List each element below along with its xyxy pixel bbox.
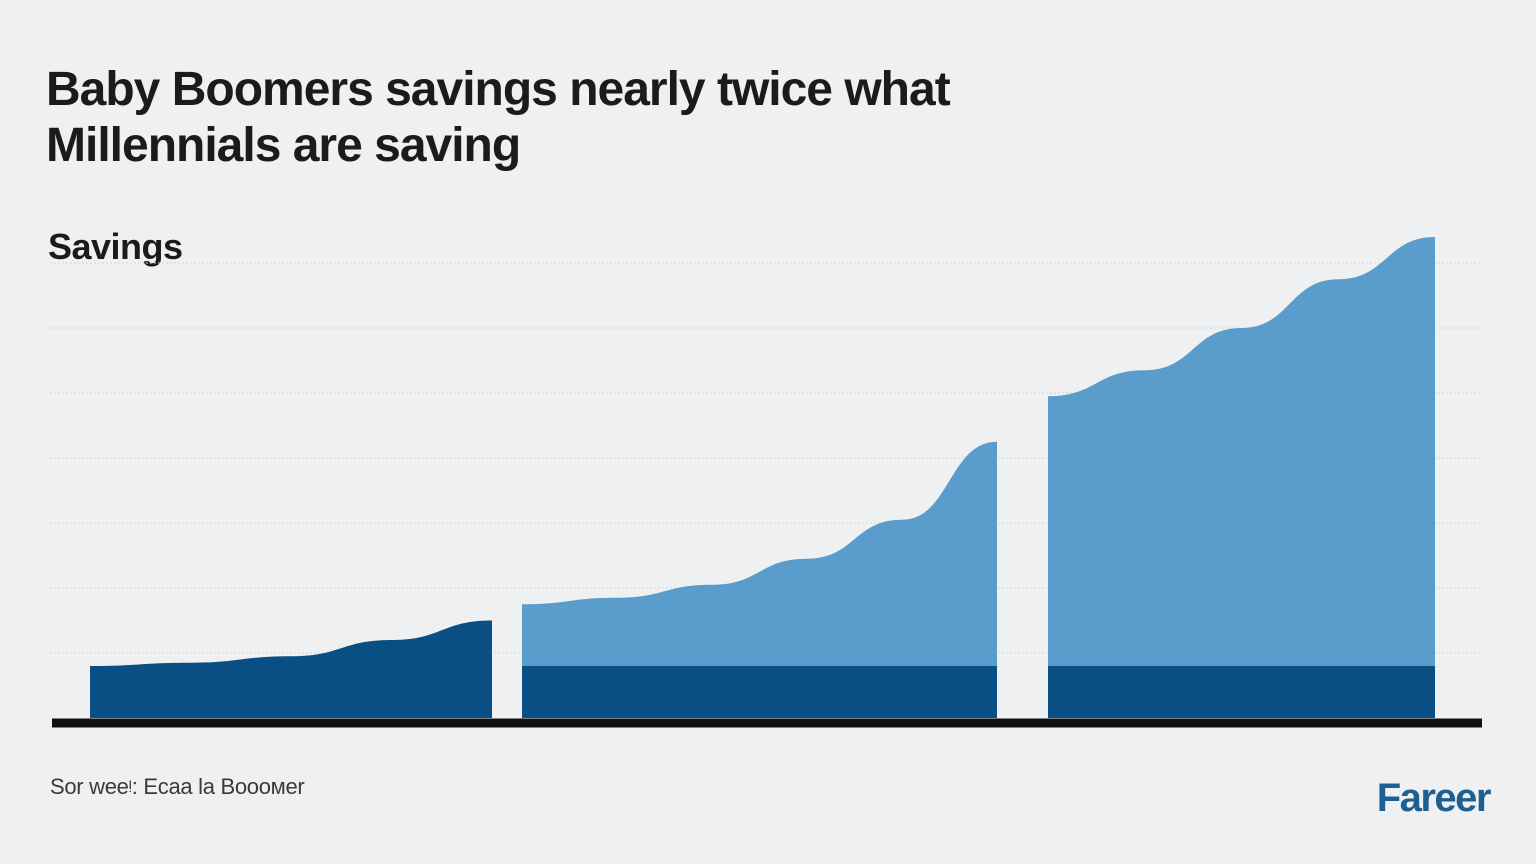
series-area-dark — [522, 666, 997, 718]
area-panel — [1048, 237, 1435, 718]
series-area-dark — [1048, 666, 1435, 718]
series-area-dark — [90, 620, 492, 718]
area-panel — [90, 620, 492, 718]
area-panels — [90, 237, 1435, 718]
area-panel — [522, 441, 997, 718]
publisher-logo: Fareer — [1376, 776, 1492, 820]
series-area-light — [1048, 237, 1435, 718]
chart-title: Baby Boomers savings nearly twice what M… — [46, 63, 951, 172]
series-area-light — [522, 441, 997, 718]
y-axis-label: Savings — [48, 226, 183, 267]
source-note: Sor weeᵎ: Ecaa la Boooмer — [50, 774, 305, 799]
